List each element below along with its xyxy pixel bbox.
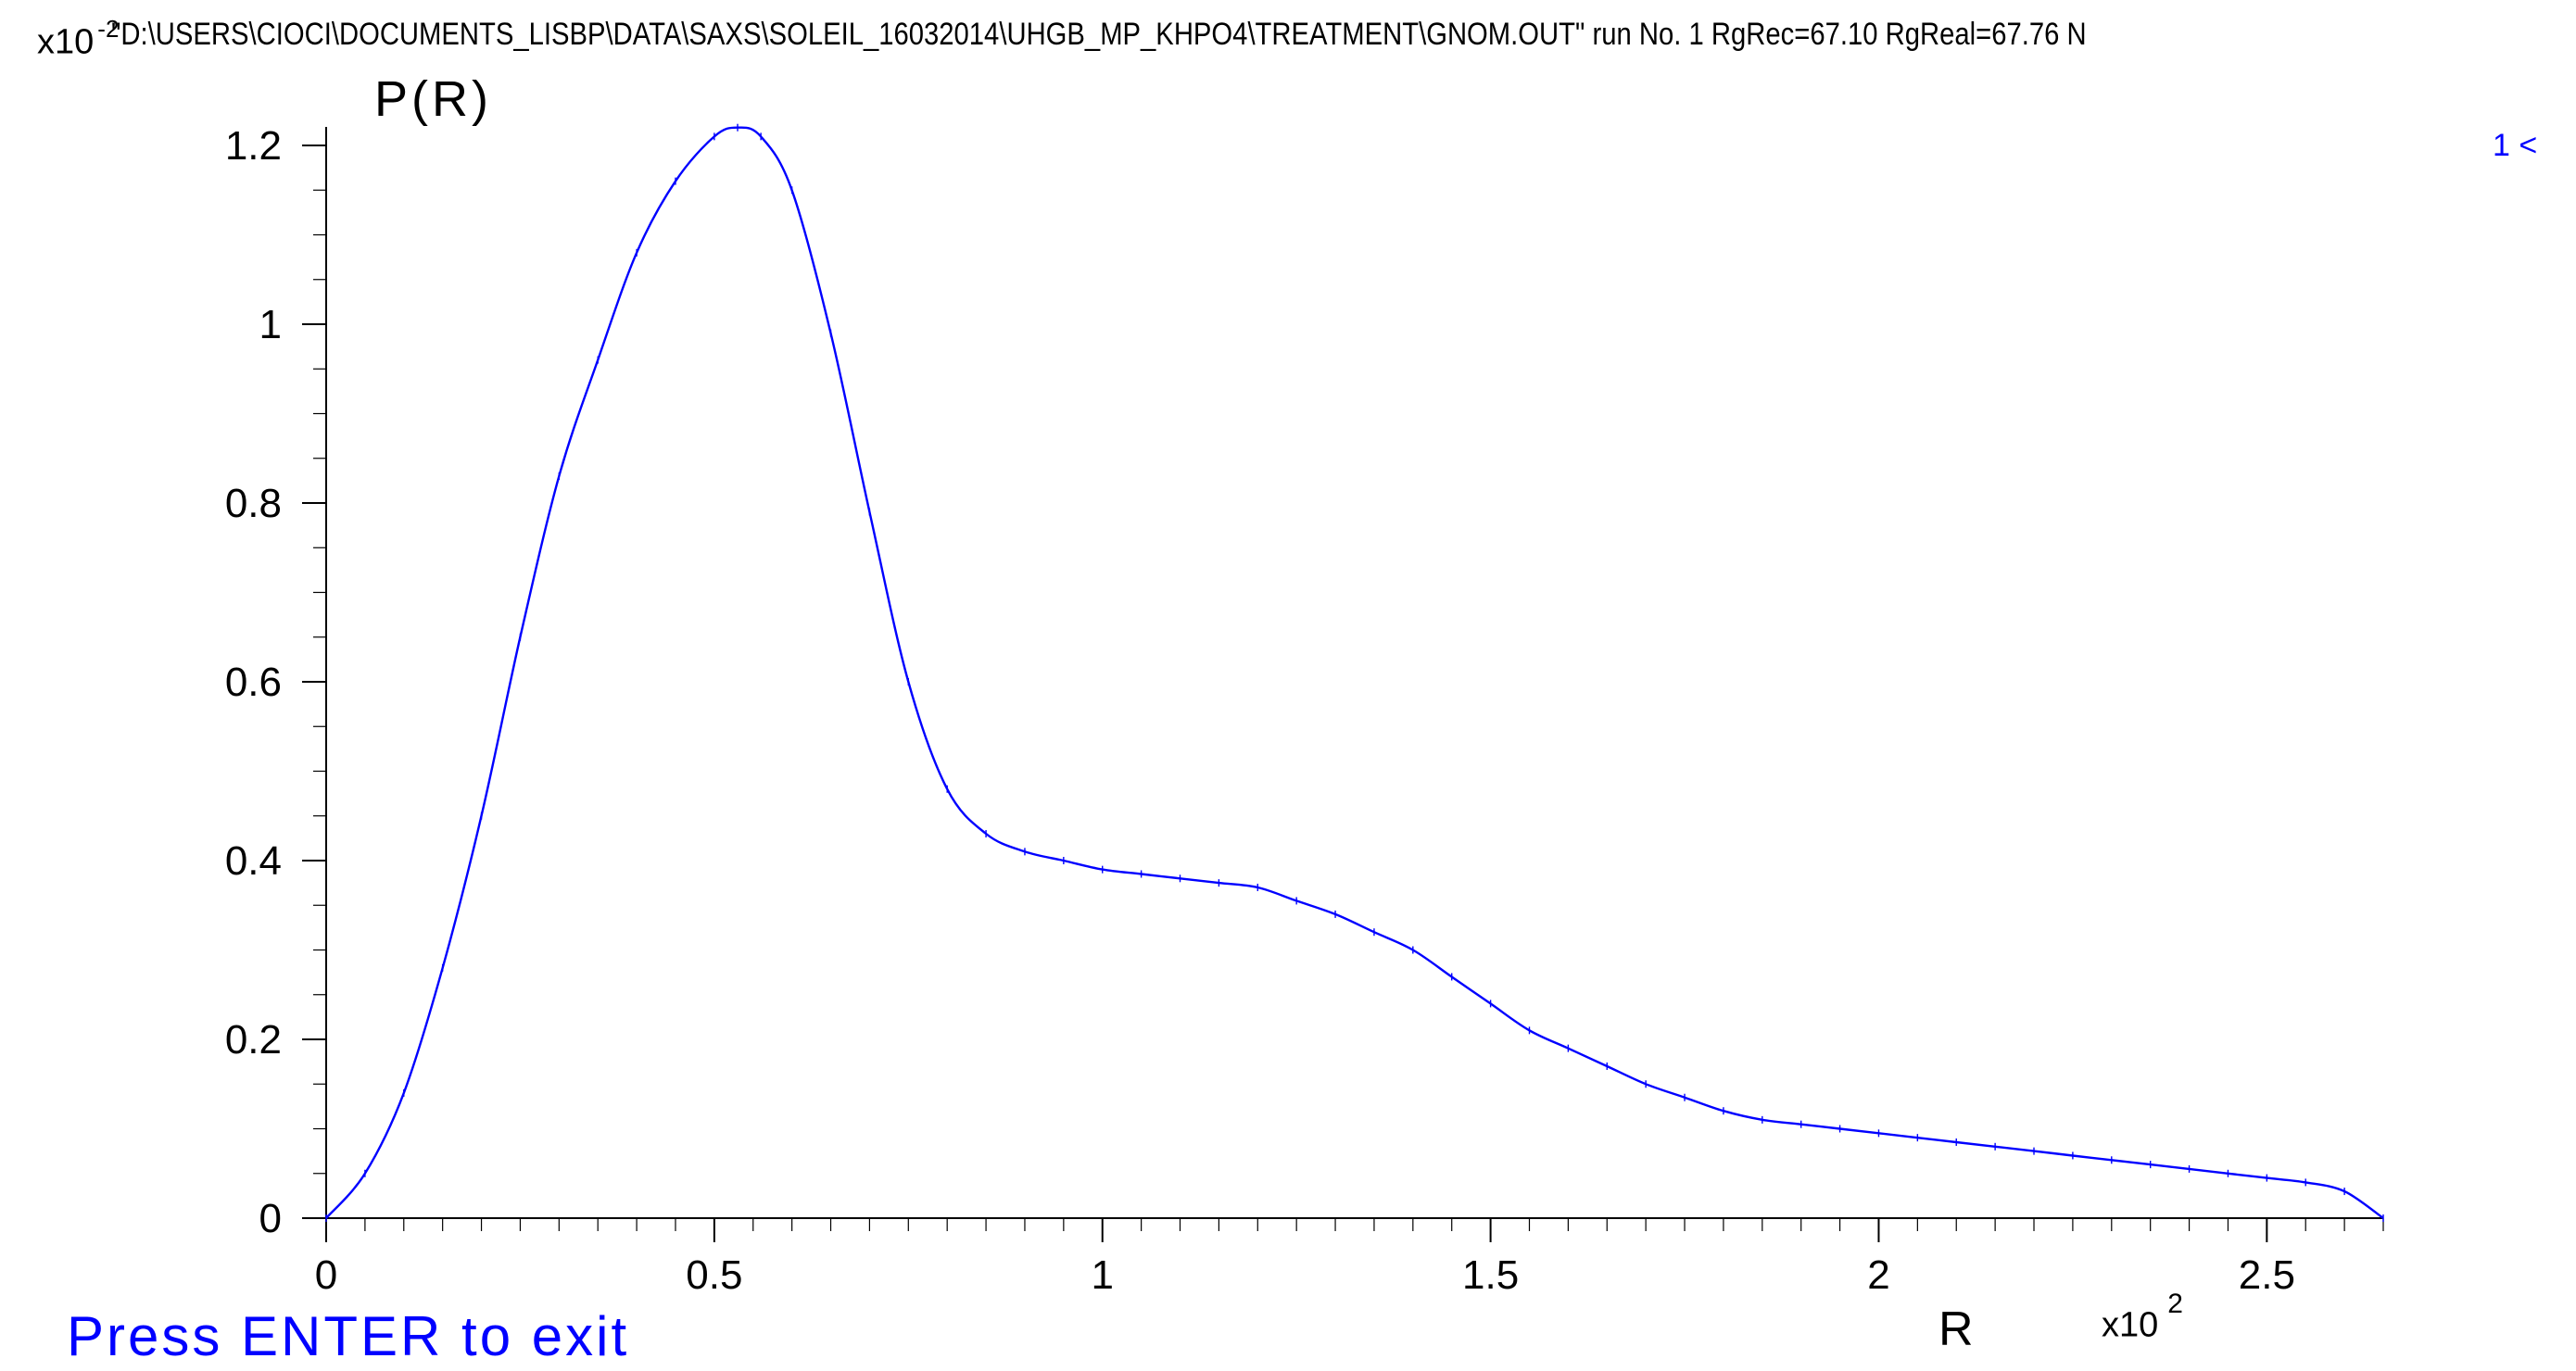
- file-header: "D:\USERS\CIOCI\DOCUMENTS_LISBP\DATA\SAX…: [111, 17, 2087, 52]
- x-axis-multiplier: x102: [2102, 1289, 2183, 1345]
- pr-curve-line: [325, 126, 2384, 1219]
- y-tick-label: 0.4: [225, 838, 282, 884]
- y-tick-label: 0.6: [225, 660, 282, 705]
- y-axis-label: P(R): [374, 71, 492, 127]
- x-tick-label: 2: [1867, 1252, 1889, 1298]
- y-axis-multiplier: x10 -2: [37, 15, 120, 62]
- x-tick-label: 0: [315, 1252, 337, 1298]
- x-tick-label: 1.5: [1462, 1252, 1519, 1298]
- y-tick-label: 0: [259, 1196, 282, 1241]
- y-tick-label: 1.2: [225, 123, 282, 169]
- axes: [325, 127, 2383, 1219]
- series-layer: [325, 123, 2384, 1222]
- x-axis-label: R: [1938, 1302, 1974, 1356]
- ticks: [302, 145, 2384, 1242]
- tick-labels: 0 0.2 0.4 0.6 0.8 1 1.2 0 0.5 1 1.5 2 2.5: [225, 123, 2295, 1298]
- y-tick-label: 0.2: [225, 1017, 282, 1063]
- exit-prompt[interactable]: Press ENTER to exit: [67, 1305, 630, 1367]
- y-tick-label: 1: [259, 302, 282, 347]
- x-tick-label: 2.5: [2239, 1252, 2295, 1298]
- y-tick-label: 0.8: [225, 481, 282, 526]
- x-tick-label: 0.5: [686, 1252, 742, 1298]
- x-tick-label: 1: [1091, 1252, 1113, 1298]
- run-marker: 1 <: [2493, 128, 2538, 163]
